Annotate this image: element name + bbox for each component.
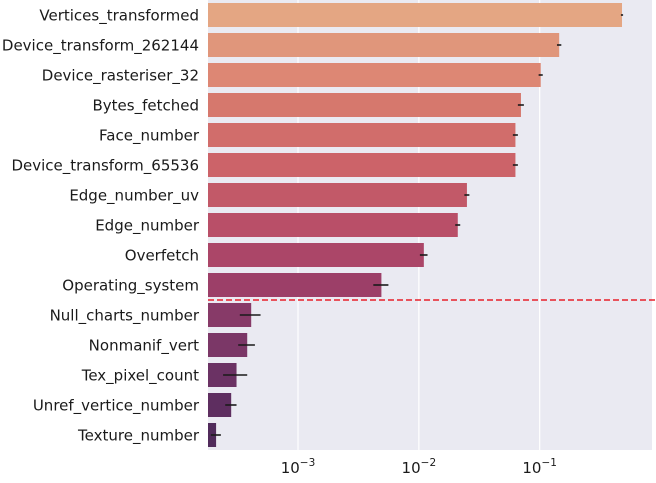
category-label-Face_number: Face_number — [99, 127, 200, 146]
bar-Vertices_transformed — [208, 3, 623, 27]
category-label-Texture_number: Texture_number — [77, 427, 200, 446]
bar-Face_number — [208, 123, 516, 147]
category-label-Bytes_fetched: Bytes_fetched — [93, 97, 200, 116]
category-labels: Vertices_transformed Device_transform_262… — [2, 7, 200, 446]
category-label-Operating_system: Operating_system — [62, 277, 199, 296]
bar-Overfetch — [208, 243, 424, 267]
category-label-Vertices_transformed: Vertices_transformed — [39, 7, 199, 26]
category-label-Unref_vertice_number: Unref_vertice_number — [33, 397, 200, 416]
category-label-Edge_number_uv: Edge_number_uv — [69, 187, 199, 206]
x-tick-label-2: 10−1 — [522, 457, 557, 477]
category-label-Edge_number: Edge_number — [95, 217, 200, 236]
bar-Edge_number_uv — [208, 183, 467, 207]
x-tick-labels: 10−3 10−2 10−1 — [281, 457, 557, 477]
category-label-Device_rasteriser_32: Device_rasteriser_32 — [42, 67, 199, 86]
bar-Device_rasteriser_32 — [208, 63, 541, 87]
bar-Operating_system — [208, 273, 382, 297]
category-label-Device_transform_262144: Device_transform_262144 — [2, 37, 199, 56]
bar-Edge_number — [208, 213, 458, 237]
category-label-Tex_pixel_count: Tex_pixel_count — [81, 367, 199, 386]
bar-Device_transform_262144 — [208, 33, 560, 57]
category-label-Overfetch: Overfetch — [125, 247, 199, 265]
x-tick-label-0: 10−3 — [281, 457, 316, 477]
bars-layer — [208, 3, 624, 447]
x-tick-label-1: 10−2 — [402, 457, 437, 477]
bar-Device_transform_65536 — [208, 153, 516, 177]
category-label-Null_charts_number: Null_charts_number — [50, 307, 200, 326]
category-label-Device_transform_65536: Device_transform_65536 — [11, 157, 199, 176]
bar-Bytes_fetched — [208, 93, 521, 117]
category-label-Nonmanif_vert: Nonmanif_vert — [89, 337, 199, 356]
bar-Unref_vertice_number — [208, 393, 232, 417]
